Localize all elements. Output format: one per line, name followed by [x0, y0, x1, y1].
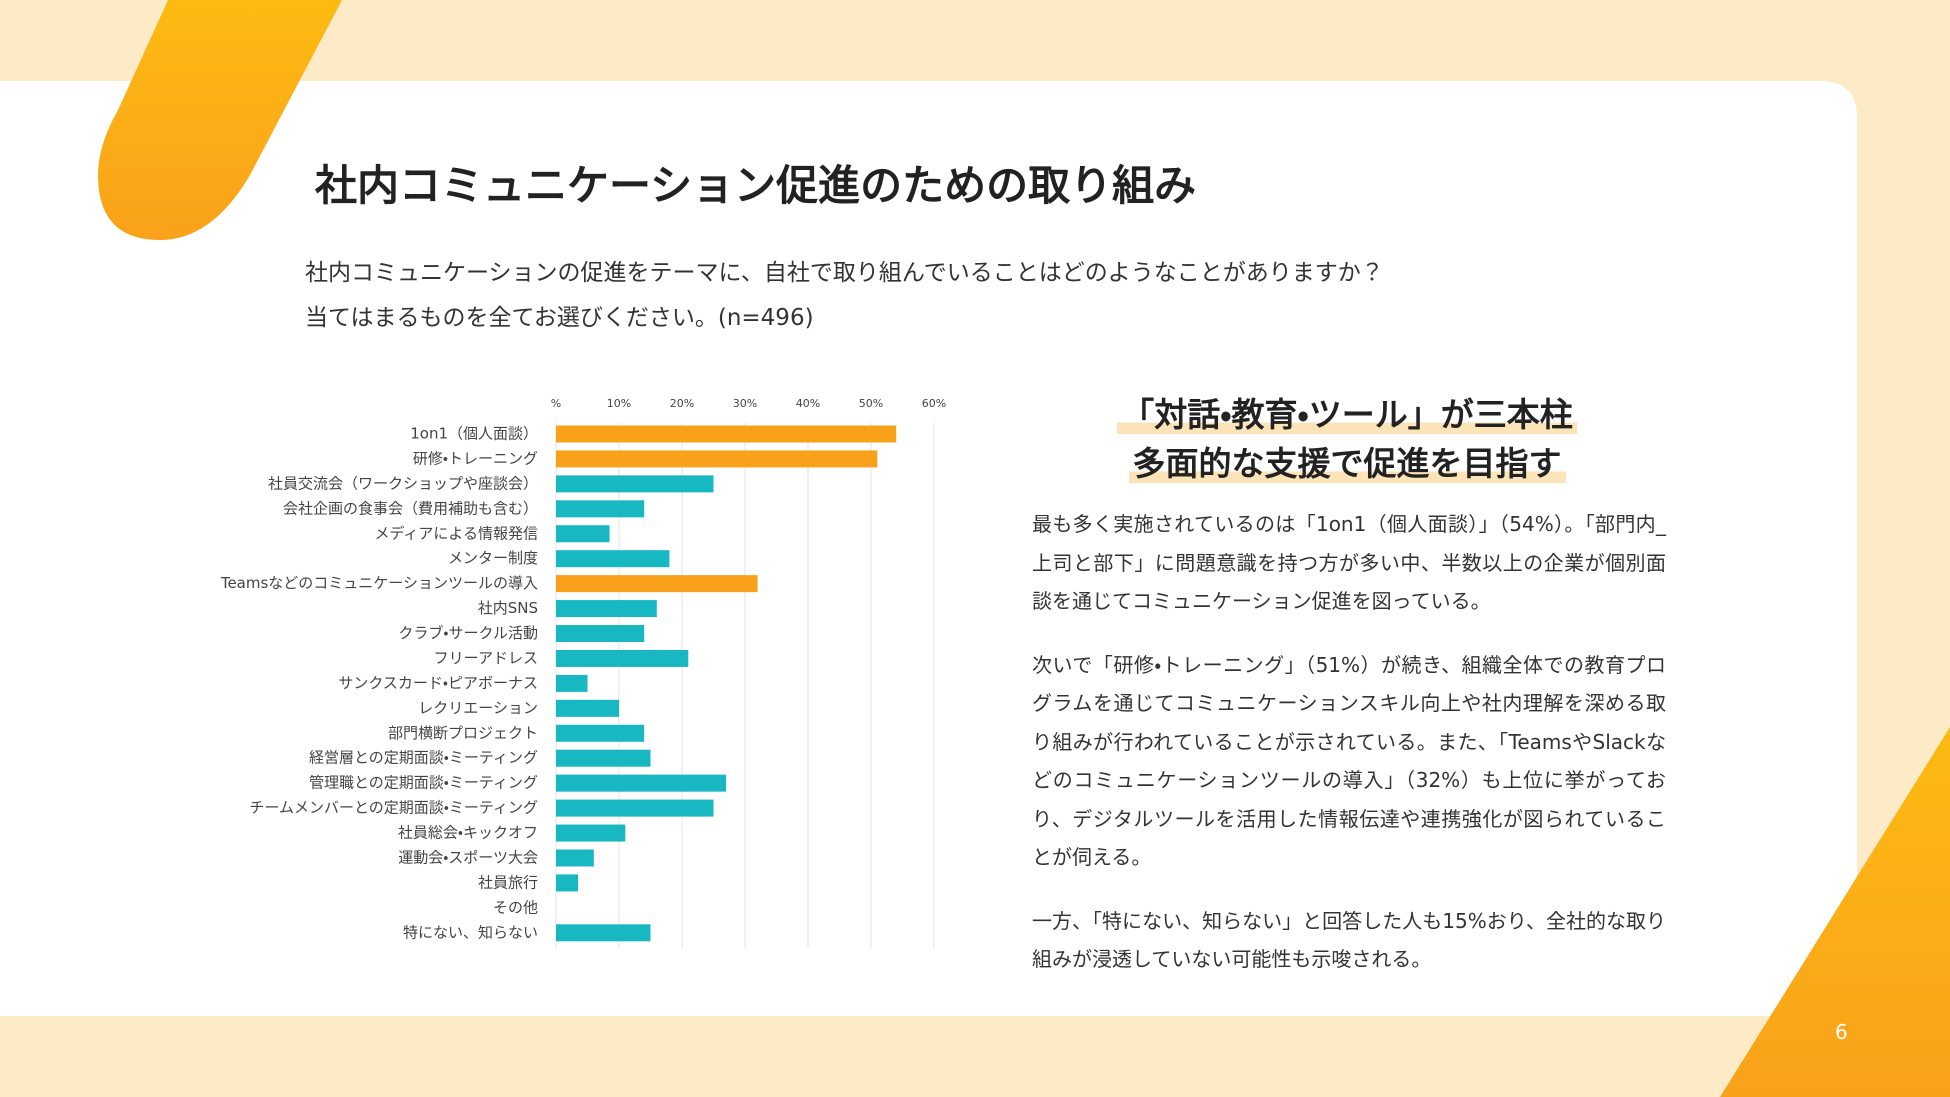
- y-tick-label: 社内SNS: [478, 599, 538, 617]
- bar: [556, 600, 657, 618]
- bar: [556, 749, 651, 767]
- y-tick-label: メンター制度: [448, 549, 538, 567]
- deco-stripe: [98, 0, 342, 240]
- bar: [556, 625, 645, 643]
- y-tick-label: メディアによる情報発信: [374, 524, 538, 542]
- y-tick-label: 1on1（個人面談）: [410, 425, 538, 443]
- bar: [556, 525, 610, 543]
- y-tick-label: クラブ・サークル活動: [398, 624, 538, 642]
- x-tick-label: 40%: [796, 397, 820, 410]
- bar: [556, 724, 645, 742]
- y-tick-label: チームメンバーとの定期面談・ミーティング: [249, 799, 538, 817]
- y-tick-label: 管理職との定期面談・ミーティング: [309, 774, 538, 792]
- bar: [556, 699, 619, 717]
- y-tick-label: レクリエーション: [418, 699, 538, 717]
- x-tick-label: 20%: [670, 397, 694, 410]
- x-tick-label: %: [551, 397, 561, 410]
- question: 社内コミュニケーションの促進をテーマに、自社で取り組んでいることはどのようなこと…: [305, 260, 1384, 286]
- x-tick-label: 10%: [607, 397, 631, 410]
- bar: [556, 924, 651, 942]
- y-tick-label: 運動会・スポーツ大会: [398, 848, 538, 866]
- bar: [556, 849, 594, 867]
- card: [0, 81, 1857, 1016]
- y-tick-label: 社員交流会（ワークショップや座談会）: [268, 474, 538, 492]
- y-tick-label: Teamsなどのコミュニケーションツールの導入: [220, 574, 538, 592]
- y-tick-label: 経営層との定期面談・ミーティング: [309, 749, 538, 767]
- bar: [556, 774, 727, 792]
- bar: [556, 550, 670, 568]
- chart: % 10% 20% 30% 40% 50% 60% 1on1（個人面談） 研修・トレーニング社員…: [220, 397, 946, 948]
- y-tick-label: 会社企画の食事会（費用補助も含む）: [283, 499, 538, 517]
- paragraph: 次いで「研修・トレーニング」（51%）が続き、組織全体での教育プログラムを通じて…: [1032, 652, 1666, 870]
- bar: [556, 575, 758, 593]
- x-tick-label: 50%: [859, 397, 883, 410]
- bar: [556, 425, 897, 443]
- question: 当てはまるものを全てお選びください。(n=496): [305, 305, 814, 331]
- page-number: 6: [1835, 1020, 1848, 1044]
- x-tick-label: 60%: [922, 397, 946, 410]
- heading: 「対話・教育・ツール」が三本柱: [1000, 388, 1694, 436]
- paragraph: 最も多く実施されているのは「1on1（個人面談）」（54%）。「部門内_上司と部…: [1032, 512, 1666, 613]
- y-tick-label: 特にない、知らない: [403, 923, 538, 941]
- bar: [556, 874, 579, 892]
- bar: [556, 824, 626, 842]
- bar: [556, 649, 689, 667]
- y-tick-label: 研修・トレーニング: [413, 449, 538, 467]
- deco-triangle: [1720, 727, 1950, 1097]
- heading-line: 「対話・教育・ツール」が三本柱: [1117, 395, 1577, 434]
- y-tick-label: 社員総会・キックオフ: [398, 824, 538, 842]
- x-tick-label: 30%: [733, 397, 757, 410]
- paragraph: 一方、「特にない、知らない」と回答した人も15%おり、全社的な取り組みが浸透して…: [1032, 908, 1666, 972]
- bar: [556, 450, 878, 468]
- y-tick-label: フリーアドレス: [434, 649, 538, 667]
- heading-line: 多面的な支援で促進を目指す: [1128, 444, 1566, 483]
- y-tick-label: 社員旅行: [478, 873, 538, 891]
- heading: 多面的な支援で促進を目指す: [1000, 437, 1694, 485]
- body-text: 最も多く実施されているのは「1on1（個人面談）」（54%）。「部門内_上司と部…: [1032, 505, 1666, 1004]
- y-tick-label: その他: [493, 898, 538, 916]
- bar: [556, 500, 645, 518]
- bar: [556, 475, 714, 493]
- y-tick-label: サンクスカード・ピアボーナス: [338, 674, 538, 692]
- y-tick-label: 部門横断プロジェクト: [388, 724, 538, 742]
- bar: [556, 674, 588, 692]
- slide-title: 社内コミュニケーション促進のための取り組み: [315, 161, 1197, 210]
- bar: [556, 799, 714, 817]
